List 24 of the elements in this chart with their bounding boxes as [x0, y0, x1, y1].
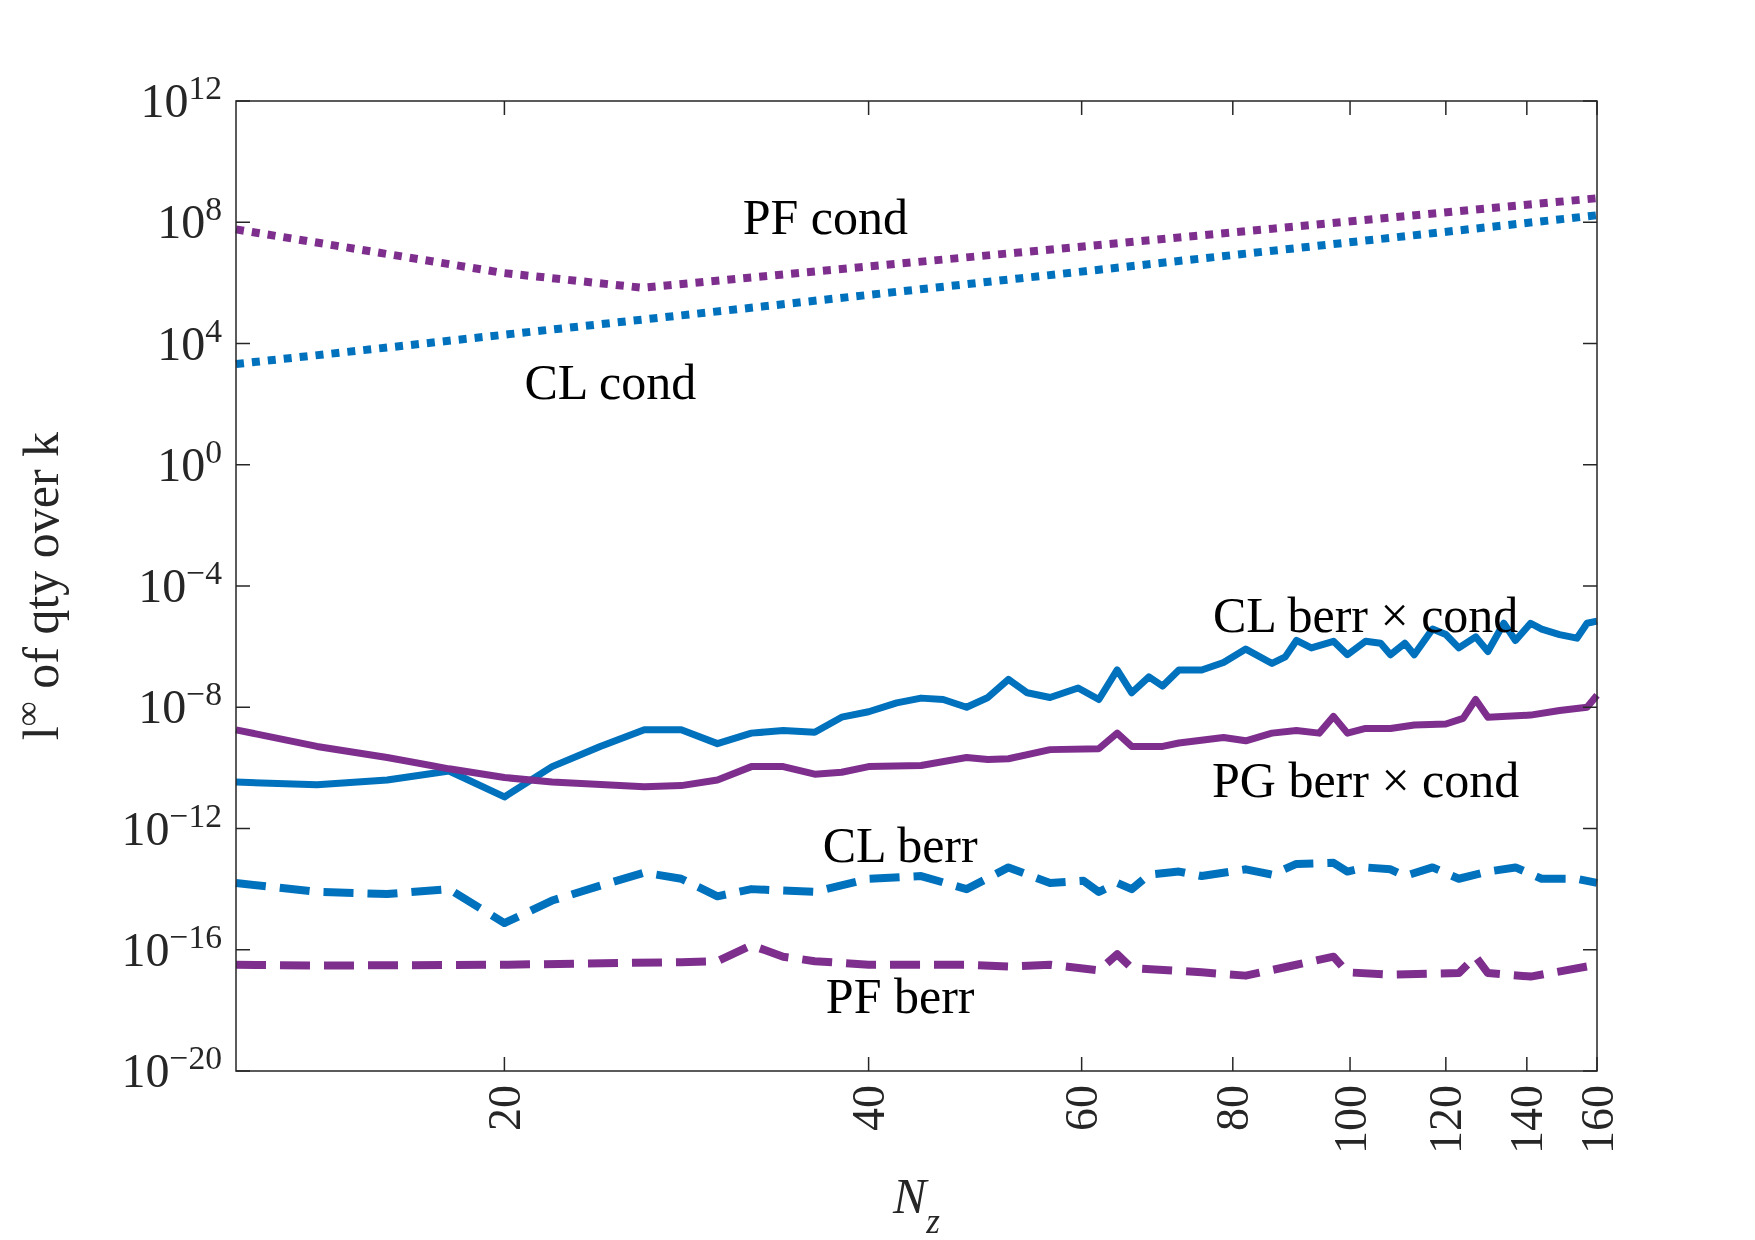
- y-tick-label: 10$^{−12}$: [121, 796, 222, 855]
- y-tick-label: 10$^{8}$: [157, 189, 222, 249]
- x-tick-label: 120: [1420, 1085, 1472, 1154]
- series-label: PF cond: [742, 189, 908, 246]
- y-tick-label: 10$^{4}$: [157, 311, 223, 370]
- y-tick-label: 10$^{−4}$: [138, 553, 223, 612]
- y-tick-label: 10$^{12}$: [140, 68, 222, 127]
- series-label: CL berr: [822, 816, 979, 873]
- y-tick-label: 10$^{−8}$: [138, 674, 222, 734]
- series-label: CL berr × cond: [1212, 587, 1519, 644]
- x-tick-label: 20: [478, 1085, 530, 1131]
- y-tick-label: 10$^{−16}$: [121, 917, 222, 976]
- y-tick-label: 10$^{−20}$: [121, 1038, 222, 1097]
- x-tick-label: 80: [1207, 1085, 1259, 1131]
- x-tick-label: 140: [1501, 1085, 1553, 1154]
- series-label: CL cond: [524, 354, 697, 411]
- x-axis-title: N$_{z}$: [892, 1168, 941, 1240]
- series-label: PF berr: [825, 968, 975, 1025]
- x-tick-label: 160: [1571, 1085, 1623, 1154]
- series-label: PG berr × cond: [1211, 752, 1520, 808]
- x-tick-label: 60: [1056, 1085, 1108, 1131]
- x-tick-label: 40: [843, 1085, 895, 1131]
- y-tick-label: 10$^{0}$: [157, 432, 222, 491]
- x-tick-label: 100: [1324, 1085, 1376, 1154]
